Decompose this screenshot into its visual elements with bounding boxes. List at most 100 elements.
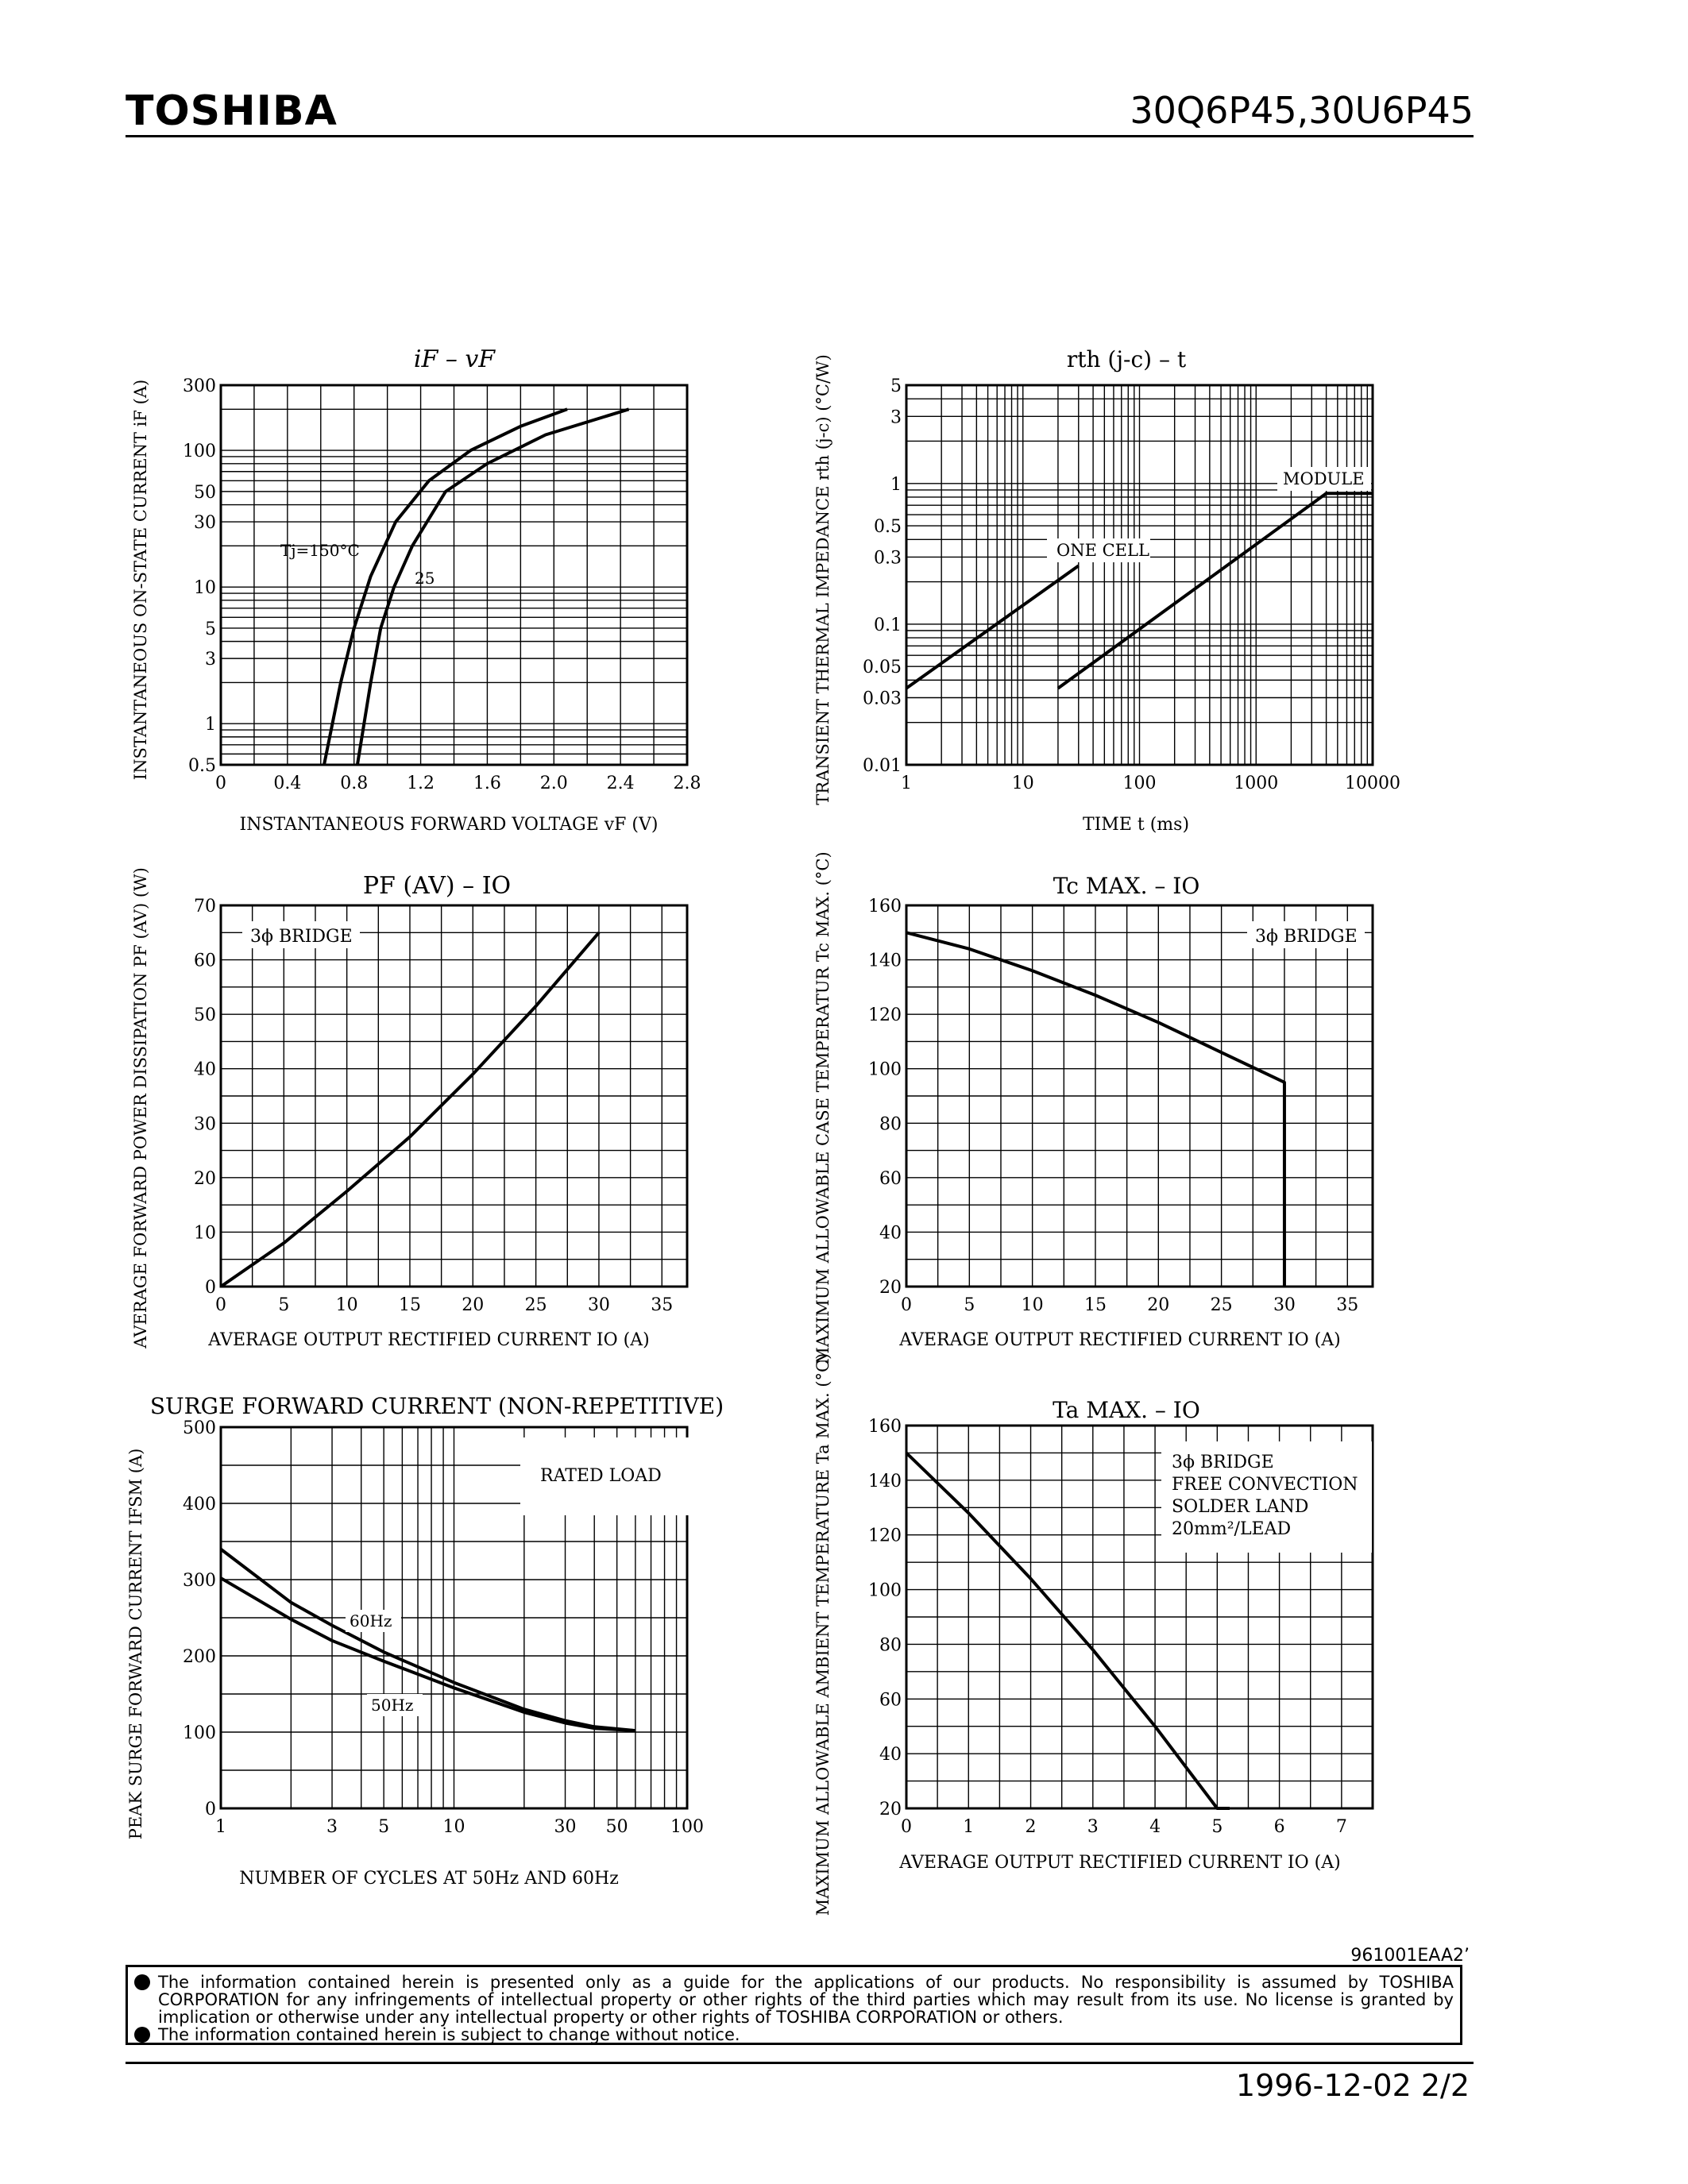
chart5-annot60-bg [346, 1610, 401, 1632]
chart2-grid [905, 384, 1374, 766]
y-tick-label: 10 [194, 1223, 216, 1243]
chart4-xlabel: AVERAGE OUTPUT RECTIFIED CURRENT IO (A) [898, 1330, 1340, 1350]
x-tick-label: 35 [651, 1295, 673, 1315]
x-tick-label: 7 [1336, 1817, 1347, 1837]
y-tick-label: 160 [868, 1417, 902, 1437]
chart1-title: iF – vF [414, 345, 496, 373]
x-tick-label: 1000 [1234, 774, 1278, 793]
y-tick-label: 3 [890, 407, 902, 427]
chart3-series [219, 931, 601, 1288]
y-tick-label: 0.1 [874, 615, 902, 635]
y-tick-label: 300 [183, 1571, 216, 1591]
y-tick-label: 20 [879, 1278, 902, 1298]
chart2-annot-bg2 [1277, 467, 1371, 491]
x-tick-label: 3 [1087, 1817, 1099, 1837]
footer-date-page: 1996-12-02 2/2 [1235, 2068, 1470, 2103]
chart5-annot-60: 60Hz [350, 1611, 392, 1630]
chart6-annot-2: FREE CONVECTION [1172, 1475, 1358, 1495]
x-tick-label: 3 [326, 1817, 338, 1837]
y-tick-label: 10 [194, 578, 216, 598]
x-tick-label: 1 [963, 1817, 974, 1837]
x-tick-label: 30 [554, 1817, 577, 1837]
x-tick-label: 20 [462, 1295, 484, 1315]
chart3-xlabel: AVERAGE OUTPUT RECTIFIED CURRENT IO (A) [207, 1330, 649, 1350]
x-tick-label: 30 [1273, 1295, 1296, 1315]
chart3-ticks: 0 5 10 15 20 25 30 35 0 10 20 30 40 50 60 70 [194, 897, 673, 1315]
y-tick-label: 60 [879, 1690, 902, 1710]
y-tick-label: 100 [183, 442, 216, 461]
x-tick-label: 5 [964, 1295, 975, 1315]
chart3-grid [219, 904, 689, 1288]
x-tick-label: 0 [901, 1295, 912, 1315]
chart1-annot-150: Tj=150°C [280, 541, 360, 560]
chart5-xlabel: NUMBER OF CYCLES AT 50Hz AND 60Hz [239, 1869, 619, 1889]
y-tick-label: 0.5 [188, 756, 216, 776]
series-line [323, 407, 568, 766]
x-tick-label: 35 [1336, 1295, 1358, 1315]
chart2-xlabel: TIME t (ms) [1083, 815, 1189, 835]
plot-frame [219, 384, 689, 766]
document-code: 961001EAA2’ [1350, 1946, 1470, 1966]
chart6-annot-bg [1161, 1441, 1372, 1553]
chart-pf-io: PF (AV) – IO 0 5 10 15 20 25 30 35 0 10 20 30 40 50 60… [131, 867, 689, 1350]
chart2-annot-onecell: ONE CELL [1056, 541, 1149, 560]
x-tick-label: 100 [670, 1817, 704, 1837]
series-line [1056, 492, 1373, 690]
chart-ta-io: Ta MAX. – IO 0 1 2 3 4 5 6 7 20 40 60 80 100 120 140 16… [813, 1353, 1374, 1916]
chart6-annot-4: 20mm²/LEAD [1172, 1519, 1291, 1539]
x-tick-label: 2.4 [607, 774, 635, 793]
chart5-annot-50: 50Hz [371, 1696, 413, 1715]
y-tick-label: 60 [879, 1169, 902, 1189]
plot-frame [905, 1424, 1374, 1810]
y-tick-label: 300 [183, 376, 216, 396]
y-tick-label: 500 [183, 1418, 216, 1438]
y-tick-label: 80 [879, 1114, 902, 1134]
chart1-xlabel: INSTANTANEOUS FORWARD VOLTAGE vF (V) [240, 815, 659, 835]
x-tick-label: 1 [215, 1817, 226, 1837]
y-tick-label: 0.05 [863, 658, 902, 677]
y-tick-label: 0.01 [863, 756, 902, 776]
y-tick-label: 80 [879, 1635, 902, 1655]
y-tick-label: 0 [205, 1278, 216, 1298]
notice-item: The information contained herein is subj… [134, 2026, 1454, 2043]
chart3-annot: 3ϕ BRIDGE [250, 927, 353, 947]
y-tick-label: 120 [868, 1005, 902, 1025]
chart2-series [905, 492, 1373, 690]
x-tick-label: 5 [378, 1817, 389, 1837]
chart1-series [323, 407, 630, 766]
x-tick-label: 15 [399, 1295, 421, 1315]
series-line [906, 931, 1286, 1287]
chart6-ticks: 0 1 2 3 4 5 6 7 20 40 60 80 100 120 140 160 [868, 1417, 1347, 1837]
chart6-ylabel: MAXIMUM ALLOWABLE AMBIENT TEMPERATURE Ta… [813, 1353, 832, 1916]
x-tick-label: 5 [1211, 1817, 1223, 1837]
chart4-ylabel: MAXIMUM ALLOWABLE CASE TEMPERATUR Tc MAX… [813, 851, 832, 1364]
plot-frame [905, 384, 1374, 766]
y-tick-label: 50 [194, 1005, 216, 1025]
series-line [219, 1548, 636, 1733]
series-line [219, 931, 601, 1288]
chart4-annot: 3ϕ BRIDGE [1255, 927, 1358, 947]
chart1-grid [219, 384, 689, 766]
notice-text-2: The information contained herein is subj… [158, 2025, 740, 2044]
footer-rule [126, 2062, 1474, 2064]
chart2-ticks: 1 10 100 1000 10000 0.01 0.03 0.05 0.1 0.3 0.5 1 3 5 [863, 376, 1400, 793]
chart3-title: PF (AV) – IO [363, 872, 511, 900]
y-tick-label: 3 [205, 650, 216, 669]
y-tick-label: 120 [868, 1526, 902, 1546]
y-tick-label: 0.3 [874, 548, 902, 568]
chart5-annot-rated: RATED LOAD [540, 1466, 662, 1486]
series-line [905, 1451, 1230, 1810]
y-tick-label: 1 [205, 715, 216, 735]
y-tick-label: 1 [890, 475, 902, 495]
chart3-ylabel: AVERAGE FORWARD POWER DISSIPATION PF (AV… [131, 867, 150, 1349]
y-tick-label: 50 [194, 483, 216, 503]
chart5-annot-bg [520, 1437, 693, 1515]
chart3-annot-bg [242, 921, 360, 948]
y-tick-label: 60 [194, 951, 216, 971]
x-tick-label: 2 [1026, 1817, 1037, 1837]
chart-tc-io: Tc MAX. – IO 0 5 10 15 20 25 30 35 20 40 60 80 100 12… [813, 851, 1374, 1364]
chart5-title: SURGE FORWARD CURRENT (NON-REPETITIVE) [150, 1393, 724, 1419]
x-tick-label: 0 [215, 774, 226, 793]
y-tick-label: 100 [183, 1723, 216, 1743]
x-tick-label: 5 [278, 1295, 289, 1315]
